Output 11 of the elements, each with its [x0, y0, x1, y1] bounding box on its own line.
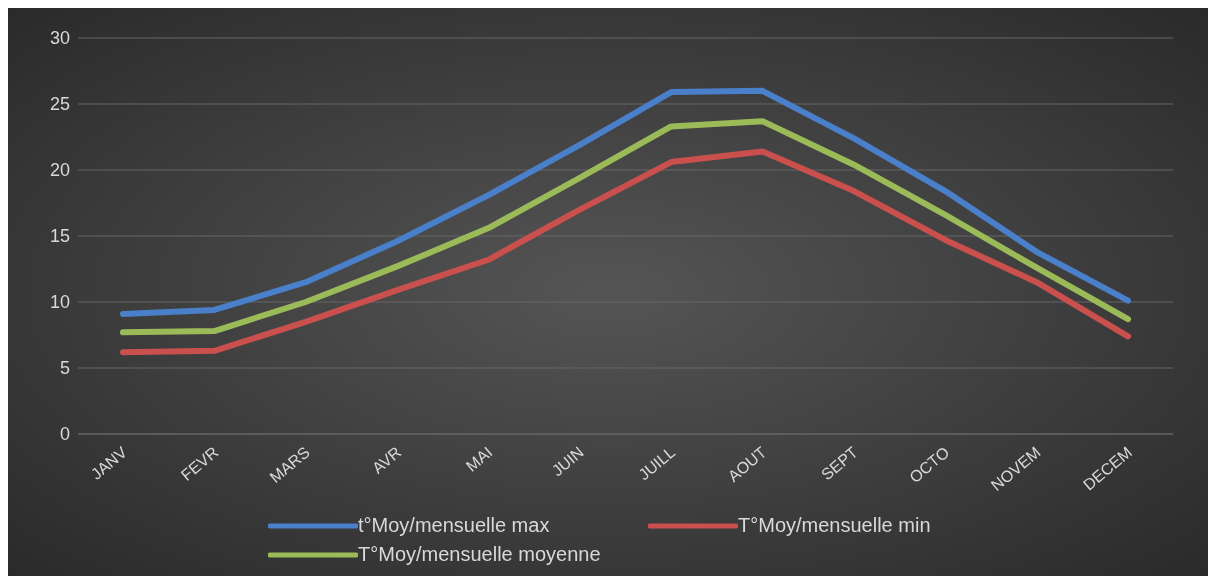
y-tick-label: 20	[49, 160, 70, 181]
y-tick-label: 15	[49, 226, 70, 247]
y-tick-label: 30	[49, 28, 70, 49]
x-tick-label: MAI	[462, 443, 496, 475]
legend-label: T°Moy/mensuelle moyenne	[358, 543, 601, 566]
legend-label: t°Moy/mensuelle max	[358, 514, 550, 537]
y-tick-label: 0	[59, 424, 70, 445]
y-tick-label: 25	[49, 94, 70, 115]
y-tick-label: 5	[59, 358, 70, 379]
legend-label: T°Moy/mensuelle min	[738, 514, 931, 537]
y-tick-label: 10	[49, 292, 70, 313]
